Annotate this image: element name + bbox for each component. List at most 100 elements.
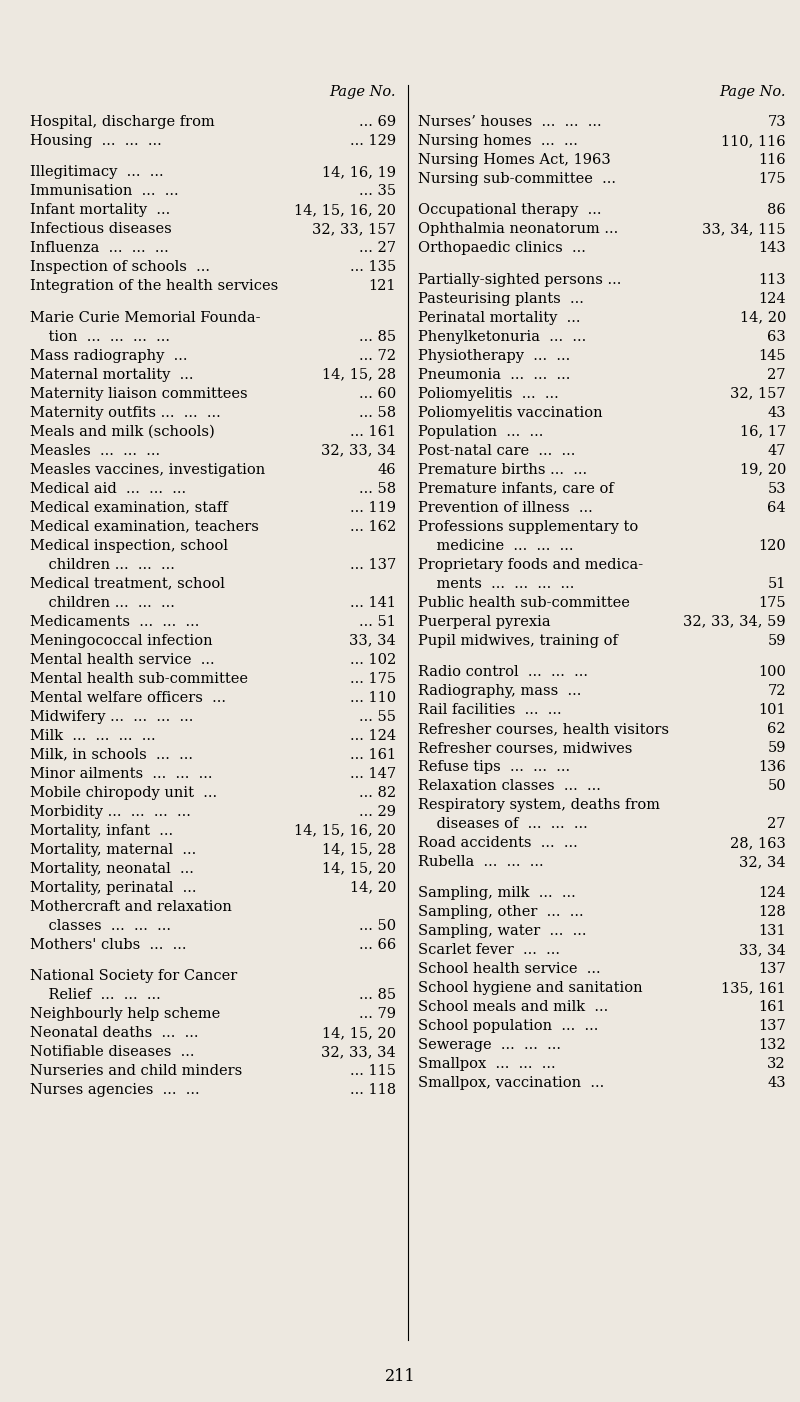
Text: 33, 34: 33, 34 bbox=[350, 634, 396, 648]
Text: Hospital, discharge from: Hospital, discharge from bbox=[30, 115, 214, 129]
Text: ... 79: ... 79 bbox=[359, 1007, 396, 1021]
Text: Refuse tips  ...  ...  ...: Refuse tips ... ... ... bbox=[418, 760, 570, 774]
Text: ... 69: ... 69 bbox=[359, 115, 396, 129]
Text: 175: 175 bbox=[758, 596, 786, 610]
Text: ... 72: ... 72 bbox=[359, 349, 396, 363]
Text: Page No.: Page No. bbox=[330, 86, 396, 100]
Text: Sampling, other  ...  ...: Sampling, other ... ... bbox=[418, 906, 584, 920]
Text: Occupational therapy  ...: Occupational therapy ... bbox=[418, 203, 602, 217]
Text: ... 85: ... 85 bbox=[359, 329, 396, 343]
Text: 14, 20: 14, 20 bbox=[350, 880, 396, 894]
Text: diseases of  ...  ...  ...: diseases of ... ... ... bbox=[418, 817, 588, 831]
Text: Mental welfare officers  ...: Mental welfare officers ... bbox=[30, 691, 226, 705]
Text: 128: 128 bbox=[758, 906, 786, 920]
Text: Integration of the health services: Integration of the health services bbox=[30, 279, 278, 293]
Text: 86: 86 bbox=[767, 203, 786, 217]
Text: Premature infants, care of: Premature infants, care of bbox=[418, 482, 614, 496]
Text: 14, 15, 20: 14, 15, 20 bbox=[322, 1026, 396, 1040]
Text: 175: 175 bbox=[758, 172, 786, 186]
Text: 59: 59 bbox=[767, 742, 786, 756]
Text: Measles vaccines, investigation: Measles vaccines, investigation bbox=[30, 463, 266, 477]
Text: Nursing homes  ...  ...: Nursing homes ... ... bbox=[418, 135, 578, 149]
Text: Respiratory system, deaths from: Respiratory system, deaths from bbox=[418, 798, 660, 812]
Text: 124: 124 bbox=[758, 886, 786, 900]
Text: 136: 136 bbox=[758, 760, 786, 774]
Text: ... 141: ... 141 bbox=[350, 596, 396, 610]
Text: ... 110: ... 110 bbox=[350, 691, 396, 705]
Text: ... 29: ... 29 bbox=[359, 805, 396, 819]
Text: Maternal mortality  ...: Maternal mortality ... bbox=[30, 367, 194, 381]
Text: 14, 15, 16, 20: 14, 15, 16, 20 bbox=[294, 203, 396, 217]
Text: 14, 15, 16, 20: 14, 15, 16, 20 bbox=[294, 824, 396, 838]
Text: 73: 73 bbox=[767, 115, 786, 129]
Text: Notifiable diseases  ...: Notifiable diseases ... bbox=[30, 1044, 194, 1059]
Text: 32, 33, 34: 32, 33, 34 bbox=[322, 1044, 396, 1059]
Text: Midwifery ...  ...  ...  ...: Midwifery ... ... ... ... bbox=[30, 709, 194, 723]
Text: 43: 43 bbox=[767, 405, 786, 419]
Text: 33, 34: 33, 34 bbox=[739, 944, 786, 958]
Text: Morbidity ...  ...  ...  ...: Morbidity ... ... ... ... bbox=[30, 805, 191, 819]
Text: National Society for Cancer: National Society for Cancer bbox=[30, 969, 238, 983]
Text: School population  ...  ...: School population ... ... bbox=[418, 1019, 598, 1033]
Text: 32, 33, 34: 32, 33, 34 bbox=[322, 443, 396, 457]
Text: Nurseries and child minders: Nurseries and child minders bbox=[30, 1064, 242, 1078]
Text: ... 161: ... 161 bbox=[350, 747, 396, 761]
Text: Marie Curie Memorial Founda-: Marie Curie Memorial Founda- bbox=[30, 311, 261, 325]
Text: 135, 161: 135, 161 bbox=[722, 981, 786, 995]
Text: Medical inspection, school: Medical inspection, school bbox=[30, 538, 228, 552]
Text: Neonatal deaths  ...  ...: Neonatal deaths ... ... bbox=[30, 1026, 198, 1040]
Text: 121: 121 bbox=[369, 279, 396, 293]
Text: Pupil midwives, training of: Pupil midwives, training of bbox=[418, 634, 618, 648]
Text: Infectious diseases: Infectious diseases bbox=[30, 223, 172, 237]
Text: classes  ...  ...  ...: classes ... ... ... bbox=[30, 918, 171, 932]
Text: Mortality, infant  ...: Mortality, infant ... bbox=[30, 824, 173, 838]
Text: Maternity liaison committees: Maternity liaison committees bbox=[30, 387, 248, 401]
Text: 72: 72 bbox=[767, 684, 786, 698]
Text: Relief  ...  ...  ...: Relief ... ... ... bbox=[30, 988, 161, 1002]
Text: Nursing sub-committee  ...: Nursing sub-committee ... bbox=[418, 172, 616, 186]
Text: Scarlet fever  ...  ...: Scarlet fever ... ... bbox=[418, 944, 560, 958]
Text: ... 175: ... 175 bbox=[350, 672, 396, 686]
Text: 113: 113 bbox=[758, 273, 786, 286]
Text: 32, 157: 32, 157 bbox=[730, 387, 786, 401]
Text: Medical examination, staff: Medical examination, staff bbox=[30, 501, 228, 515]
Text: Milk, in schools  ...  ...: Milk, in schools ... ... bbox=[30, 747, 193, 761]
Text: Mothers' clubs  ...  ...: Mothers' clubs ... ... bbox=[30, 938, 186, 952]
Text: Poliomyelitis vaccination: Poliomyelitis vaccination bbox=[418, 405, 602, 419]
Text: Proprietary foods and medica-: Proprietary foods and medica- bbox=[418, 558, 643, 572]
Text: Puerperal pyrexia: Puerperal pyrexia bbox=[418, 614, 550, 628]
Text: 32, 33, 157: 32, 33, 157 bbox=[312, 223, 396, 237]
Text: Nurses agencies  ...  ...: Nurses agencies ... ... bbox=[30, 1084, 200, 1096]
Text: 14, 15, 28: 14, 15, 28 bbox=[322, 367, 396, 381]
Text: children ...  ...  ...: children ... ... ... bbox=[30, 558, 175, 572]
Text: Medicaments  ...  ...  ...: Medicaments ... ... ... bbox=[30, 614, 199, 628]
Text: Radio control  ...  ...  ...: Radio control ... ... ... bbox=[418, 665, 588, 679]
Text: Illegitimacy  ...  ...: Illegitimacy ... ... bbox=[30, 165, 164, 179]
Text: Mortality, maternal  ...: Mortality, maternal ... bbox=[30, 843, 196, 857]
Text: medicine  ...  ...  ...: medicine ... ... ... bbox=[418, 538, 574, 552]
Text: 63: 63 bbox=[767, 329, 786, 343]
Text: 59: 59 bbox=[767, 634, 786, 648]
Text: Professions supplementary to: Professions supplementary to bbox=[418, 520, 638, 534]
Text: Meals and milk (schools): Meals and milk (schools) bbox=[30, 425, 214, 439]
Text: Partially-sighted persons ...: Partially-sighted persons ... bbox=[418, 273, 622, 286]
Text: Infant mortality  ...: Infant mortality ... bbox=[30, 203, 170, 217]
Text: ... 147: ... 147 bbox=[350, 767, 396, 781]
Text: Milk  ...  ...  ...  ...: Milk ... ... ... ... bbox=[30, 729, 156, 743]
Text: School health service  ...: School health service ... bbox=[418, 962, 601, 976]
Text: 14, 16, 19: 14, 16, 19 bbox=[322, 165, 396, 179]
Text: 110, 116: 110, 116 bbox=[722, 135, 786, 149]
Text: Radiography, mass  ...: Radiography, mass ... bbox=[418, 684, 582, 698]
Text: Refresher courses, midwives: Refresher courses, midwives bbox=[418, 742, 632, 756]
Text: Phenylketonuria  ...  ...: Phenylketonuria ... ... bbox=[418, 329, 586, 343]
Text: 47: 47 bbox=[767, 443, 786, 457]
Text: 32, 33, 34, 59: 32, 33, 34, 59 bbox=[683, 614, 786, 628]
Text: ... 161: ... 161 bbox=[350, 425, 396, 439]
Text: Neighbourly help scheme: Neighbourly help scheme bbox=[30, 1007, 220, 1021]
Text: Mortality, neonatal  ...: Mortality, neonatal ... bbox=[30, 862, 194, 876]
Text: 43: 43 bbox=[767, 1077, 786, 1091]
Text: Mortality, perinatal  ...: Mortality, perinatal ... bbox=[30, 880, 197, 894]
Text: Immunisation  ...  ...: Immunisation ... ... bbox=[30, 184, 178, 198]
Text: Inspection of schools  ...: Inspection of schools ... bbox=[30, 261, 210, 275]
Text: ... 162: ... 162 bbox=[350, 520, 396, 534]
